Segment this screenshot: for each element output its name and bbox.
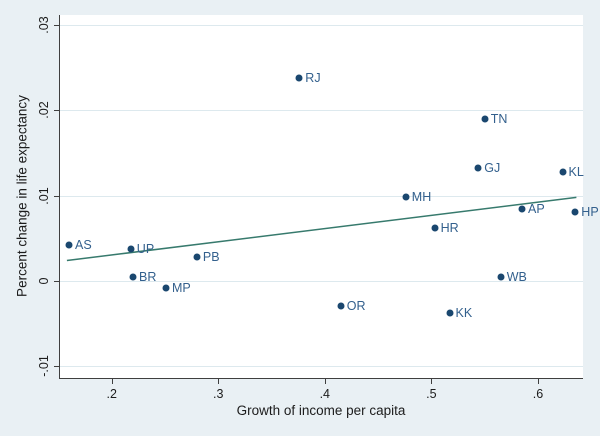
- data-point-marker-OR: [337, 302, 345, 310]
- data-point-label-KL: KL: [568, 164, 584, 179]
- x-axis-title: Growth of income per capita: [236, 403, 406, 418]
- data-point-marker-MP: [162, 284, 170, 292]
- y-axis-title: Percent change in life expectancy: [14, 95, 30, 297]
- y-tick-label: .02: [36, 101, 51, 120]
- x-tick-label: .2: [106, 387, 117, 401]
- data-point-label-RJ: RJ: [305, 70, 321, 85]
- data-point-marker-GJ: [474, 164, 482, 172]
- data-point-marker-UP: [127, 245, 135, 252]
- data-point-marker-BR: [129, 273, 137, 281]
- y-tick-label: 0: [36, 277, 51, 285]
- grid-line: [59, 280, 583, 282]
- data-point-marker-WB: [497, 273, 505, 281]
- data-point-label-PB: PB: [202, 249, 220, 264]
- data-point-label-HP: HP: [581, 204, 599, 219]
- data-point-marker-HR: [431, 224, 439, 232]
- plot-area: AS UP PB BR MP RJ OR MH HR KK GJ TN WB AP KL HP: [59, 15, 599, 378]
- fitted-regression-line: [66, 196, 577, 262]
- fit-line-layer: [66, 196, 577, 262]
- grid-line: [59, 25, 583, 27]
- grid-line: [59, 110, 583, 112]
- y-tick-label: .01: [36, 186, 51, 205]
- y-tick: [54, 25, 59, 27]
- data-point-marker-HP: [571, 208, 579, 216]
- x-tick-label: .6: [532, 387, 544, 401]
- data-point-marker-AP: [518, 205, 526, 213]
- data-point-label-AP: AP: [528, 202, 545, 217]
- data-point-label-AS: AS: [75, 237, 92, 252]
- data-point-marker-TN: [481, 115, 489, 123]
- data-point-label-HR: HR: [440, 220, 459, 235]
- grid-line: [59, 195, 583, 197]
- data-point-marker-RJ: [295, 74, 303, 82]
- x-tick: [324, 379, 326, 384]
- data-point-label-GJ: GJ: [484, 161, 501, 176]
- data-point-marker-AS: [65, 241, 73, 249]
- data-point-label-MH: MH: [411, 189, 432, 204]
- data-point-label-UP: UP: [136, 241, 155, 256]
- x-tick-label: .5: [426, 387, 437, 401]
- y-tick: [54, 195, 59, 197]
- data-point-label-KK: KK: [455, 305, 473, 320]
- data-point-marker-MH: [402, 193, 410, 200]
- y-tick-label: -.01: [36, 355, 51, 377]
- data-point-label-WB: WB: [506, 269, 527, 284]
- y-axis-line: [59, 15, 60, 379]
- x-tick: [538, 379, 539, 384]
- data-point-label-TN: TN: [490, 111, 508, 126]
- y-tick: [54, 280, 59, 282]
- x-tick: [218, 379, 220, 384]
- data-point-marker-KL: [559, 168, 566, 176]
- data-point-label-MP: MP: [172, 280, 191, 295]
- grid-line: [59, 366, 583, 368]
- x-axis-line: [59, 378, 583, 379]
- x-tick: [111, 379, 113, 384]
- data-point-label-OR: OR: [346, 298, 366, 313]
- data-point-marker-PB: [193, 253, 201, 261]
- y-tick: [54, 110, 59, 112]
- y-tick: [54, 366, 59, 368]
- x-tick-label: .3: [212, 387, 224, 401]
- y-tick-label: .03: [36, 16, 51, 34]
- x-tick: [431, 379, 433, 384]
- x-tick-label: .4: [319, 387, 331, 401]
- data-point-label-BR: BR: [139, 269, 157, 284]
- data-point-marker-KK: [446, 309, 453, 316]
